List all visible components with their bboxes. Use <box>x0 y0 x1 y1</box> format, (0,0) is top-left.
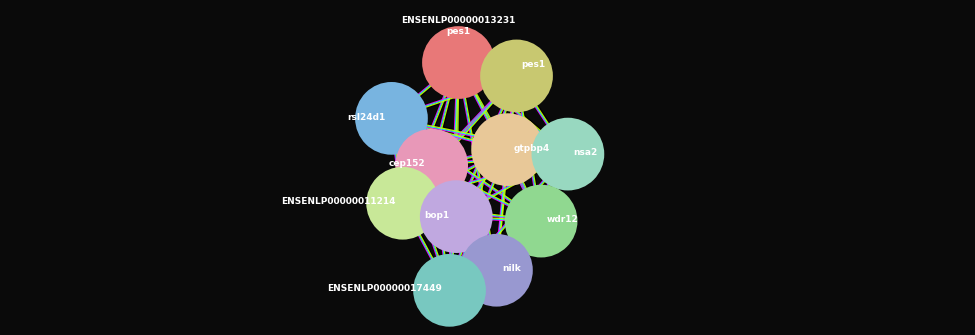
Text: ENSENLP00000017449: ENSENLP00000017449 <box>327 284 442 293</box>
Ellipse shape <box>471 113 544 186</box>
Text: rsl24d1: rsl24d1 <box>347 113 386 122</box>
Ellipse shape <box>460 234 532 307</box>
Ellipse shape <box>505 185 577 258</box>
Text: nsa2: nsa2 <box>573 148 598 157</box>
Text: cep152: cep152 <box>388 159 425 169</box>
Ellipse shape <box>367 167 439 240</box>
Text: ENSENLP00000013231
pes1: ENSENLP00000013231 pes1 <box>402 16 516 36</box>
Ellipse shape <box>422 26 495 99</box>
Text: pes1: pes1 <box>521 60 545 69</box>
Ellipse shape <box>420 180 492 253</box>
Text: bop1: bop1 <box>424 211 449 220</box>
Text: ENSENLP00000011214: ENSENLP00000011214 <box>282 197 396 206</box>
Ellipse shape <box>355 82 428 155</box>
Ellipse shape <box>395 129 468 202</box>
Ellipse shape <box>413 254 486 327</box>
Text: nilk: nilk <box>502 264 521 273</box>
Ellipse shape <box>531 118 604 191</box>
Ellipse shape <box>480 40 553 112</box>
Text: gtpbp4: gtpbp4 <box>514 144 550 153</box>
Text: wdr12: wdr12 <box>547 215 578 224</box>
